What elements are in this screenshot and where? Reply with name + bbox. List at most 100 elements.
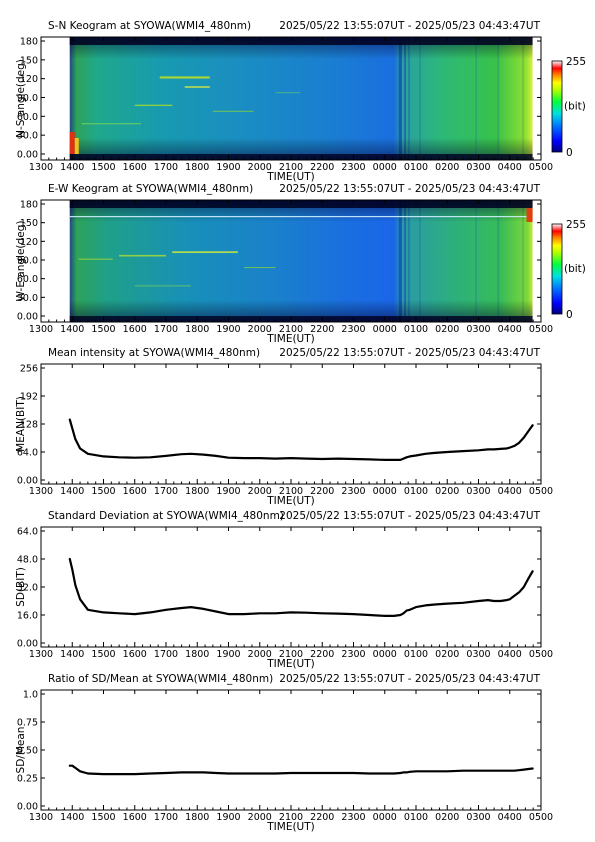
x-tick-label: 2200 <box>310 812 334 823</box>
colorbar <box>551 60 563 153</box>
x-tick-label: 1600 <box>123 486 147 497</box>
plot-frame <box>40 689 542 811</box>
x-tick-label: 2300 <box>341 324 365 335</box>
series-line <box>68 764 534 776</box>
y-tick-label: 0.75 <box>17 718 38 729</box>
x-tick-label: 2100 <box>279 162 303 173</box>
x-tick-label: 0200 <box>435 162 459 173</box>
x-tick-label: 0100 <box>404 812 428 823</box>
y-tick-label: 16.0 <box>17 611 38 622</box>
x-tick-label: 2100 <box>279 486 303 497</box>
x-tick-label: 1300 <box>29 812 53 823</box>
x-tick-label: 1300 <box>29 324 53 335</box>
chart-title: Standard Deviation at SYOWA(WMI4_480nm) <box>48 510 284 522</box>
y-tick-label: 0.25 <box>17 774 38 785</box>
time-range-label: 2025/05/22 13:55:07UT - 2025/05/23 04:43… <box>279 510 540 522</box>
x-tick-label: 1700 <box>154 324 178 335</box>
y-tick-label: 180 <box>20 200 38 211</box>
y-tick-label: 0.50 <box>17 746 38 757</box>
x-tick-label: 0500 <box>529 324 553 335</box>
time-range-label: 2025/05/22 13:55:07UT - 2025/05/23 04:43… <box>279 673 540 685</box>
keogram-edge-top <box>69 37 533 45</box>
y-tick-label: 32.0 <box>17 583 38 594</box>
x-tick-label: 0400 <box>498 486 522 497</box>
keogram-hot-spot <box>74 138 79 154</box>
x-tick-label: 1300 <box>29 649 53 660</box>
keogram-hot-spot <box>69 132 75 154</box>
x-tick-label: 1500 <box>91 812 115 823</box>
x-tick-label: 0300 <box>466 812 490 823</box>
y-tick-label: 0.00 <box>17 312 38 323</box>
x-tick-label: 0200 <box>435 649 459 660</box>
y-tick-label: 256 <box>20 364 38 375</box>
x-tick-label: 1400 <box>60 486 84 497</box>
keogram-edge-bottom <box>69 316 533 322</box>
y-tick-label: 90.0 <box>17 93 38 104</box>
x-tick-label: 1400 <box>60 324 84 335</box>
x-tick-label: 0400 <box>498 649 522 660</box>
x-tick-label: 1600 <box>123 812 147 823</box>
x-tick-label: 2000 <box>248 812 272 823</box>
y-tick-label: 60.0 <box>17 274 38 285</box>
x-tick-label: 1400 <box>60 812 84 823</box>
x-tick-label: 1800 <box>185 649 209 660</box>
x-tick-label: 0200 <box>435 486 459 497</box>
y-tick-label: 128 <box>20 420 38 431</box>
colorbar-min-label: 0 <box>566 309 573 321</box>
x-tick-label: 0500 <box>529 486 553 497</box>
x-tick-label: 2000 <box>248 486 272 497</box>
colorbar-unit-label: (bit) <box>564 263 586 275</box>
ew-keogram-panel: E-W Keogram at SYOWA(WMI4_480nm) 2025/05/… <box>15 183 586 345</box>
x-tick-label: 0100 <box>404 649 428 660</box>
chart-title: Mean intensity at SYOWA(WMI4_480nm) <box>48 347 260 359</box>
y-tick-label: 30.0 <box>17 131 38 142</box>
time-range-label: 2025/05/22 13:55:07UT - 2025/05/23 04:43… <box>279 20 540 32</box>
x-tick-label: 2300 <box>341 812 365 823</box>
x-tick-label: 0400 <box>498 324 522 335</box>
series-line <box>68 418 534 461</box>
y-tick-label: 60.0 <box>17 112 38 123</box>
x-tick-label: 0500 <box>529 649 553 660</box>
y-tick-label: 150 <box>20 55 38 66</box>
x-tick-label: 1300 <box>29 486 53 497</box>
time-range-label: 2025/05/22 13:55:07UT - 2025/05/23 04:43… <box>279 183 540 195</box>
x-tick-label: 1900 <box>216 324 240 335</box>
x-tick-label: 1900 <box>216 162 240 173</box>
x-tick-label: 0300 <box>466 649 490 660</box>
x-tick-label: 1500 <box>91 649 115 660</box>
y-tick-label: 0.00 <box>17 150 38 161</box>
x-tick-label: 0400 <box>498 812 522 823</box>
x-tick-label: 2000 <box>248 162 272 173</box>
y-tick-label: 1.0 <box>23 690 38 701</box>
x-tick-label: 1900 <box>216 649 240 660</box>
y-tick-label: 0.00 <box>17 639 38 650</box>
x-tick-label: 0000 <box>373 812 397 823</box>
x-tick-label: 0100 <box>404 162 428 173</box>
keogram-edge-bottom <box>69 154 533 160</box>
x-tick-label: 0000 <box>373 486 397 497</box>
x-tick-label: 0500 <box>529 162 553 173</box>
chart-title: E-W Keogram at SYOWA(WMI4_480nm) <box>48 183 253 195</box>
x-tick-label: 0000 <box>373 324 397 335</box>
x-tick-label: 2300 <box>341 162 365 173</box>
x-tick-label: 1700 <box>154 649 178 660</box>
x-tick-label: 2000 <box>248 649 272 660</box>
y-tick-label: 192 <box>20 392 38 403</box>
x-tick-label: 1700 <box>154 812 178 823</box>
keogram-edge-shade <box>69 37 533 160</box>
sn-keogram-panel: S-N Keogram at SYOWA(WMI4_480nm) 2025/05/… <box>15 20 586 183</box>
time-range-label: 2025/05/22 13:55:07UT - 2025/05/23 04:43… <box>279 347 540 359</box>
x-tick-label: 1900 <box>216 486 240 497</box>
x-tick-label: 2000 <box>248 324 272 335</box>
y-tick-label: 0.00 <box>17 802 38 813</box>
x-tick-label: 1300 <box>29 162 53 173</box>
y-axis-label: N-S angle(deg) <box>15 59 27 138</box>
plot-frame <box>40 526 542 648</box>
x-tick-label: 1800 <box>185 162 209 173</box>
y-axis-label: SD(BIT) <box>15 567 27 607</box>
x-tick-label: 0000 <box>373 162 397 173</box>
x-tick-label: 0300 <box>466 324 490 335</box>
standard-deviation-panel: Standard Deviation at SYOWA(WMI4_480nm)2… <box>15 510 553 670</box>
x-tick-label: 1700 <box>154 486 178 497</box>
y-tick-label: 0.00 <box>17 476 38 487</box>
